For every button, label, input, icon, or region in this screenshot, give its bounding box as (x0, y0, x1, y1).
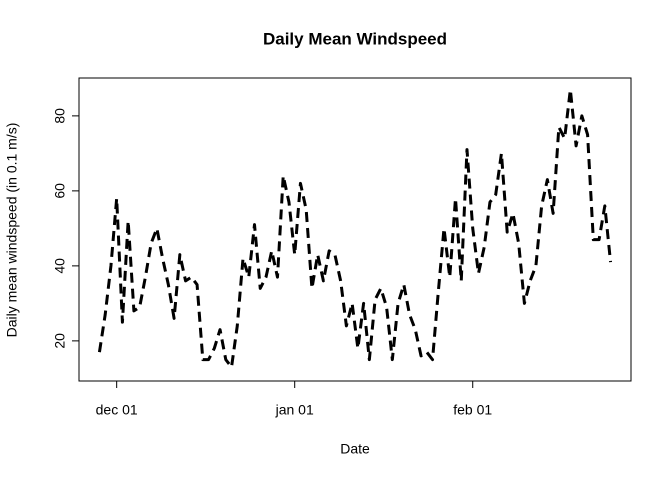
x-axis-label: Date (340, 441, 370, 457)
plot-frame (78, 77, 632, 382)
x-tick-label: feb 01 (453, 402, 492, 418)
y-tick-label: 40 (52, 258, 68, 274)
y-axis-label: Daily mean windspeed (in 0.1 m/s) (4, 123, 20, 338)
y-tick-label: 20 (52, 333, 68, 349)
x-tick-label: jan 01 (275, 402, 314, 418)
y-tick-label: 60 (52, 183, 68, 199)
data-line (97, 88, 613, 369)
x-tick-label: dec 01 (96, 402, 138, 418)
y-tick-label: 80 (52, 108, 68, 124)
chart-title: Daily Mean Windspeed (263, 29, 447, 48)
